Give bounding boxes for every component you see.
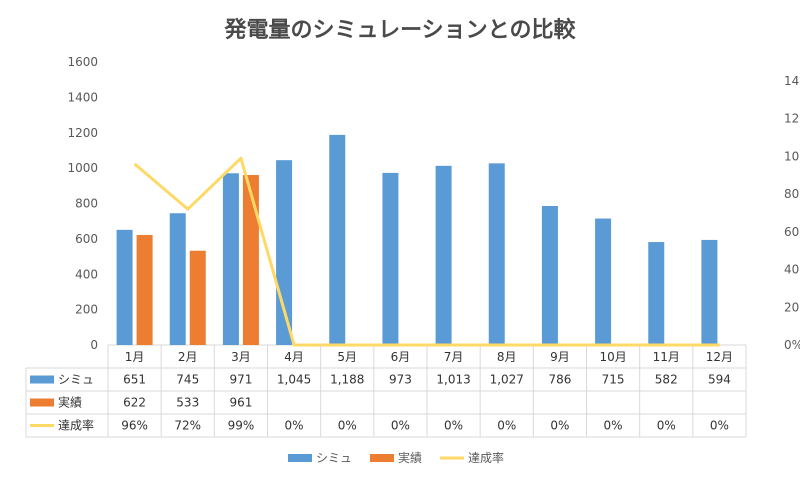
legend-key bbox=[370, 454, 394, 462]
data-label: 0% bbox=[657, 419, 676, 433]
x-tick-label: 3月 bbox=[231, 350, 251, 364]
bar-actual-1 bbox=[136, 234, 153, 345]
data-label: 0% bbox=[604, 419, 623, 433]
bar-sim-8 bbox=[488, 163, 505, 345]
data-label: 72% bbox=[174, 419, 201, 433]
x-tick-label: 9月 bbox=[550, 350, 570, 364]
y-tick-label: 0 bbox=[90, 338, 98, 352]
x-tick-label: 10月 bbox=[599, 350, 626, 364]
x-tick-label: 12月 bbox=[706, 350, 733, 364]
y2-tick-label: 100% bbox=[784, 149, 800, 163]
data-label: 0% bbox=[338, 419, 357, 433]
y2-tick-label: 120% bbox=[784, 112, 800, 126]
y-tick-label: 1400 bbox=[67, 90, 98, 104]
bar-sim-6 bbox=[382, 172, 399, 345]
bar-sim-12 bbox=[701, 239, 718, 345]
bar-sim-9 bbox=[541, 205, 558, 345]
x-tick-label: 5月 bbox=[337, 350, 357, 364]
data-label: 0% bbox=[550, 419, 569, 433]
table-series-label: シミュ bbox=[58, 373, 94, 387]
y2-tick-label: 80% bbox=[784, 187, 800, 201]
x-tick-label: 11月 bbox=[653, 350, 680, 364]
data-label: 0% bbox=[391, 419, 410, 433]
data-label: 651 bbox=[123, 373, 146, 387]
table-legend-key bbox=[30, 398, 54, 407]
table-series-label: 実績 bbox=[58, 395, 82, 410]
bar-actual-3 bbox=[242, 175, 259, 345]
data-label: 1,027 bbox=[490, 373, 524, 387]
x-tick-label: 7月 bbox=[444, 350, 464, 364]
y-tick-label: 400 bbox=[75, 267, 98, 281]
bar-sim-11 bbox=[648, 242, 665, 345]
chart-title: 発電量のシミュレーションとの比較 bbox=[224, 18, 576, 43]
y-tick-label: 1000 bbox=[67, 161, 98, 175]
data-label: 594 bbox=[708, 373, 731, 387]
data-label: 1,045 bbox=[277, 373, 311, 387]
y-tick-label: 800 bbox=[75, 197, 98, 211]
legend-label: 実績 bbox=[398, 450, 422, 465]
bar-sim-10 bbox=[595, 218, 612, 345]
bar-sim-2 bbox=[169, 213, 186, 345]
data-label: 533 bbox=[176, 396, 199, 410]
data-label: 973 bbox=[389, 373, 412, 387]
legend-key bbox=[288, 454, 312, 462]
data-label: 0% bbox=[285, 419, 304, 433]
rate-line bbox=[133, 156, 720, 347]
y-tick-label: 1600 bbox=[67, 55, 98, 69]
data-label: 1,013 bbox=[436, 373, 470, 387]
data-label: 582 bbox=[655, 373, 678, 387]
data-label: 745 bbox=[176, 373, 199, 387]
data-label: 0% bbox=[497, 419, 516, 433]
y-tick-label: 200 bbox=[75, 303, 98, 317]
bar-actual-2 bbox=[189, 250, 206, 345]
y2-tick-label: 40% bbox=[784, 263, 800, 277]
y-tick-label: 600 bbox=[75, 232, 98, 246]
legend-label: シミュ bbox=[316, 451, 352, 465]
x-tick-label: 8月 bbox=[497, 350, 517, 364]
data-label: 96% bbox=[121, 419, 148, 433]
data-label: 0% bbox=[444, 419, 463, 433]
table-legend-key bbox=[30, 375, 54, 384]
bar-sim-1 bbox=[116, 229, 133, 345]
y2-tick-label: 140% bbox=[784, 74, 800, 88]
x-tick-label: 2月 bbox=[178, 350, 198, 364]
y2-tick-label: 20% bbox=[784, 300, 800, 314]
legend-label: 達成率 bbox=[468, 450, 504, 465]
x-tick-label: 1月 bbox=[125, 350, 145, 364]
data-label: 961 bbox=[229, 396, 252, 410]
bar-sim-3 bbox=[222, 173, 239, 345]
x-tick-label: 4月 bbox=[284, 350, 304, 364]
y-tick-label: 1200 bbox=[67, 126, 98, 140]
table-series-label: 達成率 bbox=[58, 418, 94, 433]
data-label: 99% bbox=[228, 419, 255, 433]
bar-sim-7 bbox=[435, 165, 452, 345]
data-label: 0% bbox=[710, 419, 729, 433]
y2-tick-label: 60% bbox=[784, 225, 800, 239]
data-label: 971 bbox=[229, 373, 252, 387]
x-tick-label: 6月 bbox=[391, 350, 411, 364]
bar-sim-5 bbox=[329, 134, 346, 345]
bar-sim-4 bbox=[276, 160, 293, 345]
data-label: 786 bbox=[548, 373, 571, 387]
y2-tick-label: 0% bbox=[784, 338, 800, 352]
data-label: 715 bbox=[602, 373, 625, 387]
data-label: 622 bbox=[123, 396, 146, 410]
data-label: 1,188 bbox=[330, 373, 364, 387]
